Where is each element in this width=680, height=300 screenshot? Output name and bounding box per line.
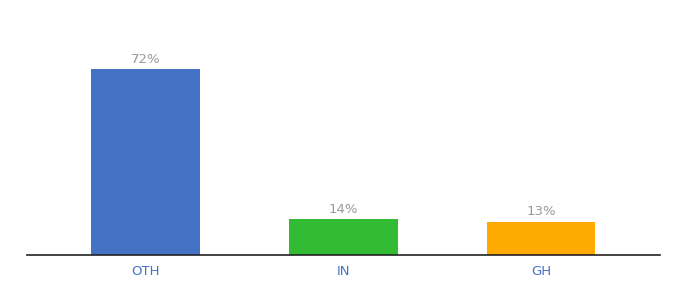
- Bar: [289, 219, 398, 255]
- Text: 13%: 13%: [526, 206, 556, 218]
- Bar: [91, 70, 200, 255]
- Bar: [487, 221, 596, 255]
- Text: 14%: 14%: [328, 203, 358, 216]
- Text: 72%: 72%: [131, 53, 160, 66]
